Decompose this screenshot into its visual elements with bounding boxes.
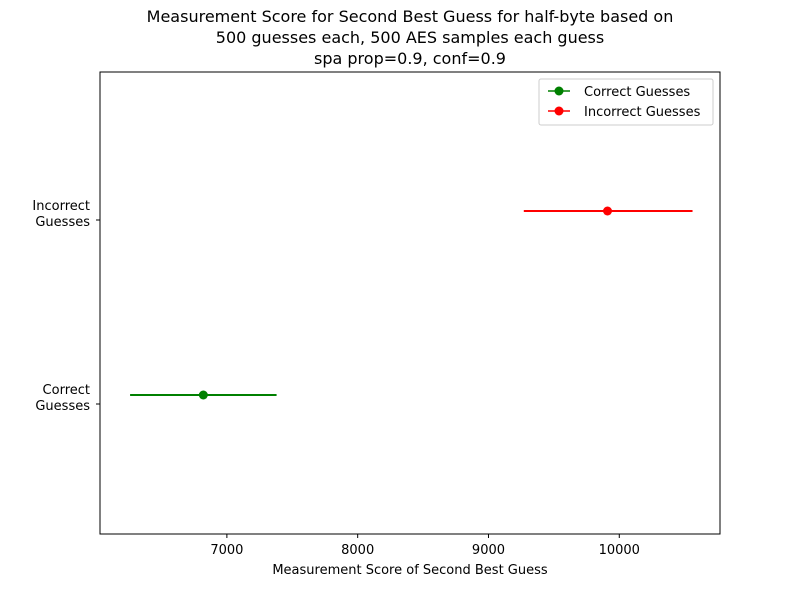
legend-box — [538, 78, 714, 126]
legend-marker-correct — [554, 86, 564, 96]
x-tick-label: 9000 — [472, 543, 505, 558]
legend: Correct Guesses Incorrect Guesses — [538, 78, 714, 126]
x-tick-label: 7000 — [210, 543, 243, 558]
legend-label-correct: Correct Guesses — [584, 85, 690, 100]
chart-title: Measurement Score for Second Best Guess … — [147, 7, 674, 68]
x-axis-ticks: 7000 8000 9000 10000 — [210, 534, 640, 558]
data-point — [603, 206, 613, 216]
x-tick-label: 8000 — [341, 543, 374, 558]
series-layer — [130, 206, 693, 400]
chart-title-line-2: 500 guesses each, 500 AES samples each g… — [216, 28, 604, 47]
y-tick-label: Guesses — [35, 399, 90, 414]
y-tick-label: Incorrect — [32, 199, 90, 214]
legend-marker-incorrect — [554, 106, 564, 116]
legend-label-incorrect: Incorrect Guesses — [584, 105, 701, 120]
x-tick-label: 10000 — [599, 543, 640, 558]
x-axis-label: Measurement Score of Second Best Guess — [272, 563, 548, 578]
y-tick-label: Guesses — [35, 215, 90, 230]
y-tick-label: Correct — [43, 383, 90, 398]
plot-area-frame — [99, 71, 721, 535]
chart-title-line-1: Measurement Score for Second Best Guess … — [147, 7, 674, 26]
chart-title-line-3: spa prop=0.9, conf=0.9 — [314, 49, 506, 68]
data-point — [198, 390, 208, 400]
